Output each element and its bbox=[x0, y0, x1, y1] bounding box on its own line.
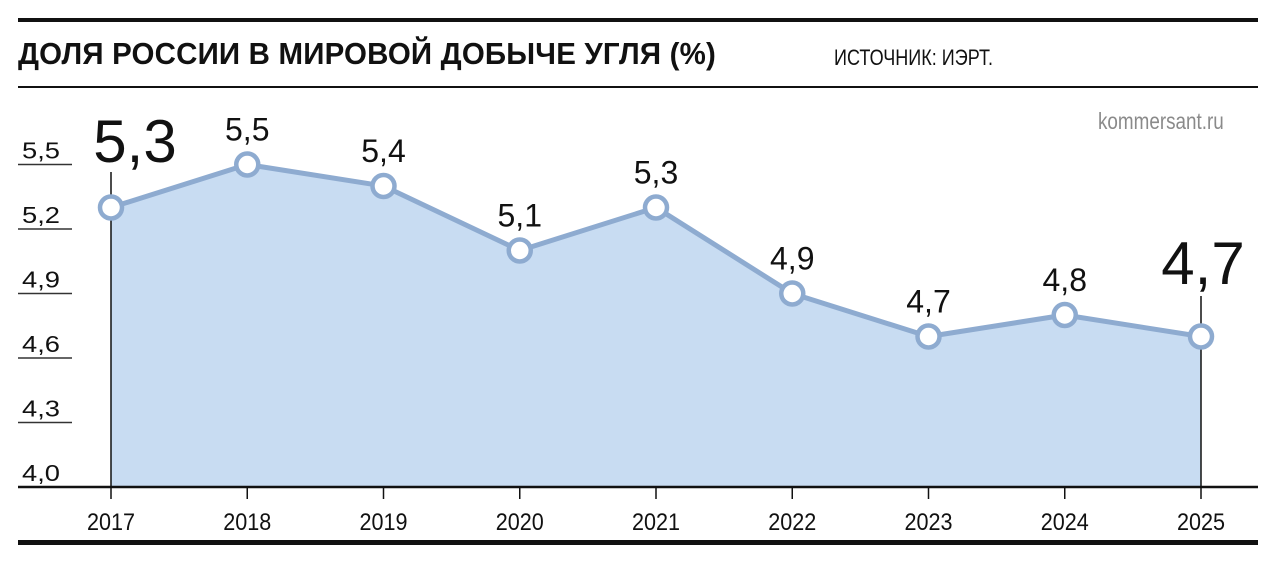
x-tick: 2023 bbox=[905, 487, 953, 536]
y-tick: 4,0 bbox=[22, 460, 60, 486]
data-point-marker bbox=[506, 237, 533, 264]
y-tick: 4,3 bbox=[18, 396, 72, 424]
data-point-marker bbox=[779, 280, 806, 307]
data-point-marker bbox=[370, 172, 397, 200]
header-rule bbox=[18, 86, 1258, 88]
y-tick-label: 5,2 bbox=[22, 202, 60, 228]
x-tick: 2021 bbox=[632, 487, 680, 536]
x-tick: 2022 bbox=[768, 487, 816, 536]
area-fill bbox=[111, 164, 1201, 487]
y-tick-label: 4,0 bbox=[22, 460, 60, 486]
x-tick: 2025 bbox=[1177, 487, 1225, 536]
data-label: 5,3 bbox=[634, 155, 678, 191]
data-point-marker bbox=[97, 194, 125, 221]
x-axis: 2017 2018 2019 2020 2021 2022 2023 2024 2025 bbox=[87, 487, 1225, 536]
y-axis: 4,0 4,3 4,6 4,9 5,2 5,5 bbox=[18, 138, 72, 486]
data-point-marker bbox=[1187, 323, 1215, 350]
data-label: 4,7 bbox=[906, 284, 950, 320]
x-tick: 2020 bbox=[496, 487, 544, 536]
y-tick: 5,5 bbox=[18, 138, 72, 166]
x-tick: 2017 bbox=[87, 487, 135, 536]
data-label-highlight: 5,3 bbox=[93, 108, 176, 175]
y-tick-label: 4,6 bbox=[22, 331, 60, 357]
x-tick-label: 2019 bbox=[360, 509, 408, 536]
y-tick-label: 4,9 bbox=[22, 267, 60, 293]
y-tick-label: 5,5 bbox=[22, 138, 60, 164]
x-tick: 2024 bbox=[1041, 487, 1089, 536]
y-tick: 4,9 bbox=[18, 267, 72, 295]
y-tick-label: 4,3 bbox=[22, 396, 60, 422]
data-point-marker bbox=[915, 323, 942, 350]
data-point-marker bbox=[642, 194, 670, 221]
credit-label: kommersant.ru bbox=[1098, 108, 1224, 134]
y-tick: 5,2 bbox=[18, 202, 72, 230]
x-tick-label: 2017 bbox=[87, 509, 135, 536]
data-point-marker bbox=[234, 151, 261, 178]
data-point-marker bbox=[1051, 301, 1078, 329]
x-tick-label: 2025 bbox=[1177, 509, 1225, 536]
data-label: 4,8 bbox=[1043, 262, 1087, 298]
data-markers bbox=[97, 151, 1215, 350]
x-tick-label: 2021 bbox=[632, 509, 680, 536]
x-tick-label: 2022 bbox=[768, 509, 816, 536]
x-tick-label: 2018 bbox=[223, 509, 271, 536]
data-label-highlight: 4,7 bbox=[1161, 230, 1244, 297]
x-tick-label: 2020 bbox=[496, 509, 544, 536]
chart-source: ИСТОЧНИК: ИЭРТ. bbox=[834, 45, 993, 70]
x-tick-label: 2024 bbox=[1041, 509, 1089, 536]
x-tick: 2018 bbox=[223, 487, 271, 536]
top-rule bbox=[18, 18, 1258, 22]
data-label: 5,5 bbox=[225, 112, 269, 148]
data-label: 4,9 bbox=[770, 241, 814, 277]
chart-title: ДОЛЯ РОССИИ В МИРОВОЙ ДОБЫЧЕ УГЛЯ (%) bbox=[18, 36, 717, 71]
data-labels: 5,3 5,5 5,4 5,1 5,3 4,9 4,7 4,8 4,7 bbox=[93, 108, 1244, 320]
x-tick-label: 2023 bbox=[905, 509, 953, 536]
data-label: 5,1 bbox=[498, 198, 542, 234]
y-tick: 4,6 bbox=[18, 331, 72, 359]
x-tick: 2019 bbox=[360, 487, 408, 536]
data-label: 5,4 bbox=[361, 133, 405, 169]
bottom-rule bbox=[18, 540, 1258, 545]
